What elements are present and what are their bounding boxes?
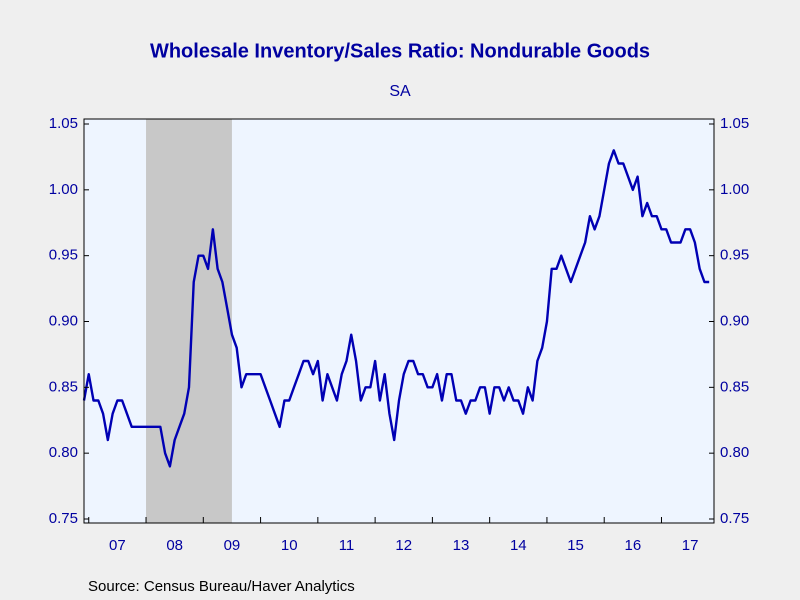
y2-tick-label: 0.90 (720, 312, 749, 329)
source-note: Source: Census Bureau/Haver Analytics (88, 578, 355, 595)
x-tick-label: 16 (625, 537, 642, 554)
y2-tick-label: 1.05 (720, 115, 749, 132)
recession-shade (146, 119, 232, 523)
x-tick-label: 15 (567, 537, 584, 554)
x-tick-label: 17 (682, 537, 699, 554)
y2-tick-label: 0.95 (720, 247, 749, 264)
y-tick-label: 0.75 (49, 510, 78, 527)
data-line (82, 149, 710, 468)
x-tick-label: 10 (281, 537, 298, 554)
x-tick-label: 11 (339, 537, 355, 554)
x-tick-label: 09 (224, 537, 241, 554)
y2-tick-label: 0.75 (720, 510, 749, 527)
chart-title: Wholesale Inventory/Sales Ratio: Nondura… (150, 40, 650, 62)
y2-tick-label: 1.00 (720, 181, 749, 198)
y-tick-label: 1.05 (49, 115, 78, 132)
y-tick-label: 0.85 (49, 378, 78, 395)
x-tick-label: 12 (395, 537, 412, 554)
x-tick-label: 13 (453, 537, 470, 554)
x-tick-label: 08 (166, 537, 183, 554)
x-tick-label: 14 (510, 537, 527, 554)
y-tick-label: 0.95 (49, 247, 78, 264)
y-tick-label: 0.90 (49, 312, 78, 329)
plot-layer (82, 119, 710, 523)
y2-tick-label: 0.80 (720, 444, 749, 461)
y2-tick-label: 0.85 (720, 378, 749, 395)
x-tick-label: 07 (109, 537, 126, 554)
chart-subtitle: SA (389, 83, 411, 100)
y-tick-label: 0.80 (49, 444, 78, 461)
y-tick-label: 1.00 (49, 181, 78, 198)
